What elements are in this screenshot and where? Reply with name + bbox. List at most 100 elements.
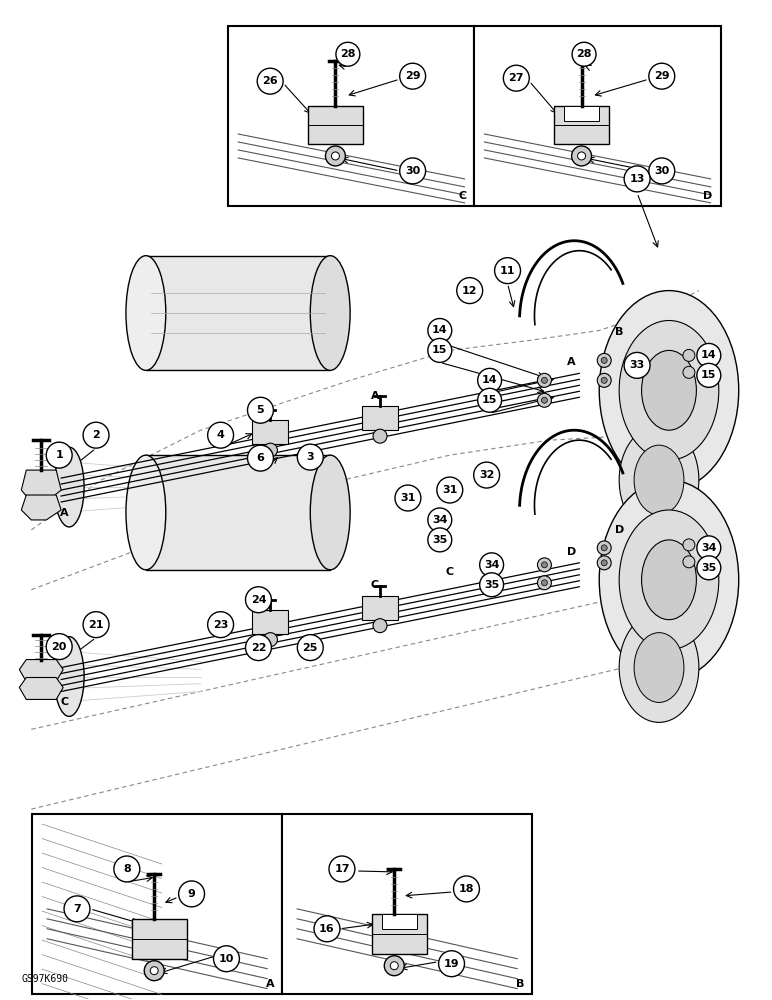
Circle shape	[601, 560, 608, 566]
Circle shape	[83, 612, 109, 638]
Circle shape	[541, 397, 547, 403]
Circle shape	[697, 536, 721, 560]
Circle shape	[438, 951, 465, 977]
Bar	[362, 596, 398, 620]
Circle shape	[703, 349, 715, 361]
Text: B: B	[615, 327, 623, 337]
Text: D: D	[703, 191, 713, 201]
Circle shape	[601, 377, 608, 383]
Ellipse shape	[599, 480, 739, 680]
Circle shape	[248, 397, 273, 423]
Circle shape	[598, 541, 611, 555]
Text: 31: 31	[400, 493, 415, 503]
Ellipse shape	[126, 256, 166, 370]
Ellipse shape	[619, 510, 719, 650]
Text: B: B	[516, 979, 524, 989]
Circle shape	[428, 528, 452, 552]
Circle shape	[245, 587, 272, 613]
Circle shape	[474, 462, 499, 488]
Circle shape	[683, 556, 695, 568]
Text: 23: 23	[213, 620, 229, 630]
Circle shape	[479, 573, 503, 597]
Circle shape	[598, 373, 611, 387]
Bar	[564, 106, 599, 121]
Circle shape	[64, 896, 90, 922]
Circle shape	[478, 388, 502, 412]
Circle shape	[601, 357, 608, 363]
Circle shape	[214, 946, 239, 972]
Text: 30: 30	[405, 166, 420, 176]
Text: 19: 19	[444, 959, 459, 969]
Circle shape	[648, 158, 675, 184]
FancyBboxPatch shape	[372, 914, 427, 954]
Text: 35: 35	[701, 563, 716, 573]
Ellipse shape	[310, 256, 350, 370]
Circle shape	[537, 393, 551, 407]
Ellipse shape	[54, 637, 84, 716]
Circle shape	[601, 545, 608, 551]
Text: 22: 22	[251, 643, 266, 653]
Text: 7: 7	[73, 904, 81, 914]
Circle shape	[263, 443, 277, 457]
Circle shape	[624, 352, 650, 378]
Circle shape	[453, 876, 479, 902]
Circle shape	[428, 319, 452, 342]
Circle shape	[703, 366, 715, 378]
Circle shape	[144, 961, 164, 981]
Circle shape	[83, 422, 109, 448]
Circle shape	[331, 152, 340, 160]
Circle shape	[329, 856, 355, 882]
Polygon shape	[22, 470, 61, 502]
Text: C: C	[459, 191, 466, 201]
Circle shape	[495, 258, 520, 284]
Circle shape	[428, 338, 452, 362]
Text: C: C	[445, 567, 454, 577]
Text: 24: 24	[251, 595, 266, 605]
Circle shape	[336, 42, 360, 66]
Circle shape	[697, 363, 721, 387]
Text: A: A	[567, 357, 576, 367]
Text: D: D	[615, 525, 624, 535]
Circle shape	[46, 634, 72, 660]
Text: 14: 14	[482, 375, 497, 385]
Circle shape	[537, 558, 551, 572]
Text: 17: 17	[334, 864, 350, 874]
Circle shape	[683, 349, 695, 361]
Circle shape	[297, 444, 323, 470]
Circle shape	[457, 278, 482, 304]
Text: 6: 6	[256, 453, 264, 463]
Ellipse shape	[642, 350, 696, 430]
Ellipse shape	[310, 455, 350, 570]
Text: 29: 29	[405, 71, 421, 81]
Circle shape	[541, 580, 547, 586]
Bar	[554, 106, 609, 144]
Bar	[282, 814, 532, 994]
Circle shape	[703, 539, 715, 551]
Text: 31: 31	[442, 485, 458, 495]
Circle shape	[384, 956, 405, 976]
Circle shape	[703, 556, 715, 568]
Ellipse shape	[619, 613, 699, 722]
Circle shape	[151, 967, 158, 975]
Circle shape	[648, 63, 675, 89]
Circle shape	[208, 422, 234, 448]
Text: 14: 14	[701, 350, 716, 360]
Circle shape	[683, 366, 695, 378]
Circle shape	[478, 368, 502, 392]
Text: 35: 35	[484, 580, 499, 590]
Text: GS97K690: GS97K690	[22, 974, 68, 984]
Text: 28: 28	[577, 49, 592, 59]
Circle shape	[373, 429, 387, 443]
Circle shape	[541, 562, 547, 568]
Text: A: A	[263, 403, 272, 413]
Text: 32: 32	[479, 470, 494, 480]
Text: 34: 34	[701, 543, 716, 553]
Circle shape	[373, 619, 387, 633]
Bar	[308, 106, 363, 144]
Circle shape	[113, 856, 140, 882]
Text: 1: 1	[56, 450, 63, 460]
Text: C: C	[60, 697, 68, 707]
Circle shape	[577, 152, 585, 160]
Bar	[132, 919, 187, 959]
Ellipse shape	[126, 455, 166, 570]
